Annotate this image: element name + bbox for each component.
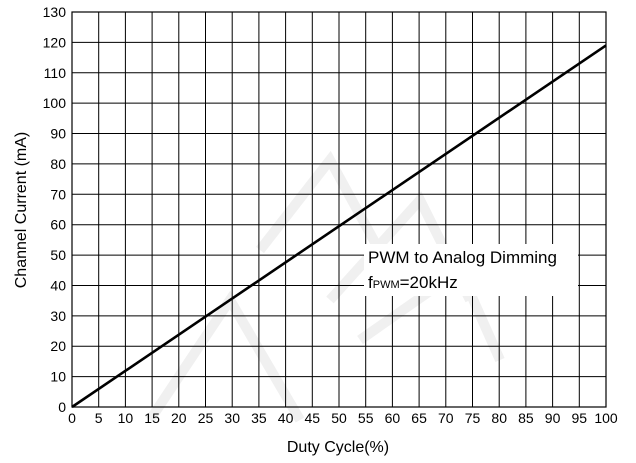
watermark-stroke-1 (145, 290, 305, 423)
series (71, 44, 607, 409)
x-tick-label: 70 (438, 410, 454, 426)
x-tick-label: 25 (198, 410, 214, 426)
y-tick-label: 90 (50, 126, 66, 142)
x-tick-label: 0 (68, 410, 76, 426)
y-tick-label: 130 (43, 4, 67, 20)
watermark-stroke-2 (256, 150, 395, 273)
x-tick-labels: 0 5 10 15 20 25 30 35 40 45 50 55 60 65 70 75 80 85 90 95 10… (68, 410, 618, 426)
y-tick-label: 30 (50, 308, 66, 324)
x-tick-label: 100 (594, 410, 618, 426)
y-tick-label: 80 (50, 156, 66, 172)
y-tick-label: 50 (50, 247, 66, 263)
y-tick-label: 10 (50, 369, 66, 385)
y-tick-labels: 0 10 20 30 40 50 60 70 80 90 100 110 120 130 (43, 4, 67, 415)
annotation: PWM to Analog Dimming fPWM=20kHz (364, 244, 578, 296)
y-tick-label: 20 (50, 338, 66, 354)
y-axis-label: Channel Current (mA) (13, 132, 30, 289)
plot-frame (71, 11, 607, 408)
x-tick-label: 35 (251, 410, 267, 426)
y-tick-label: 40 (50, 277, 66, 293)
x-tick-label: 40 (278, 410, 294, 426)
x-tick-label: 75 (465, 410, 481, 426)
x-tick-label: 95 (572, 410, 588, 426)
series-line (71, 44, 607, 409)
annotation-background (364, 244, 578, 296)
x-tick-label: 20 (171, 410, 187, 426)
x-tick-label: 80 (491, 410, 507, 426)
annotation-title: PWM to Analog Dimming (368, 248, 557, 267)
y-tick-label: 120 (43, 34, 67, 50)
x-tick-label: 5 (95, 410, 103, 426)
y-tick-label: 110 (44, 65, 67, 81)
x-tick-label: 55 (358, 410, 374, 426)
y-tick-label: 70 (50, 186, 66, 202)
y-tick-label: 100 (43, 95, 67, 111)
x-tick-label: 50 (331, 410, 347, 426)
annotation-frequency: fPWM=20kHz (368, 273, 458, 292)
y-tick-label: 0 (58, 399, 66, 415)
x-tick-label: 30 (224, 410, 240, 426)
x-axis-label: Duty Cycle(%) (287, 439, 389, 456)
x-tick-label: 15 (144, 410, 160, 426)
y-tick-label: 60 (50, 217, 66, 233)
x-tick-label: 85 (518, 410, 534, 426)
x-tick-label: 45 (305, 410, 321, 426)
x-tick-label: 10 (118, 410, 134, 426)
x-tick-label: 65 (411, 410, 427, 426)
x-tick-label: 60 (385, 410, 401, 426)
x-tick-label: 90 (545, 410, 561, 426)
grid (71, 11, 607, 408)
